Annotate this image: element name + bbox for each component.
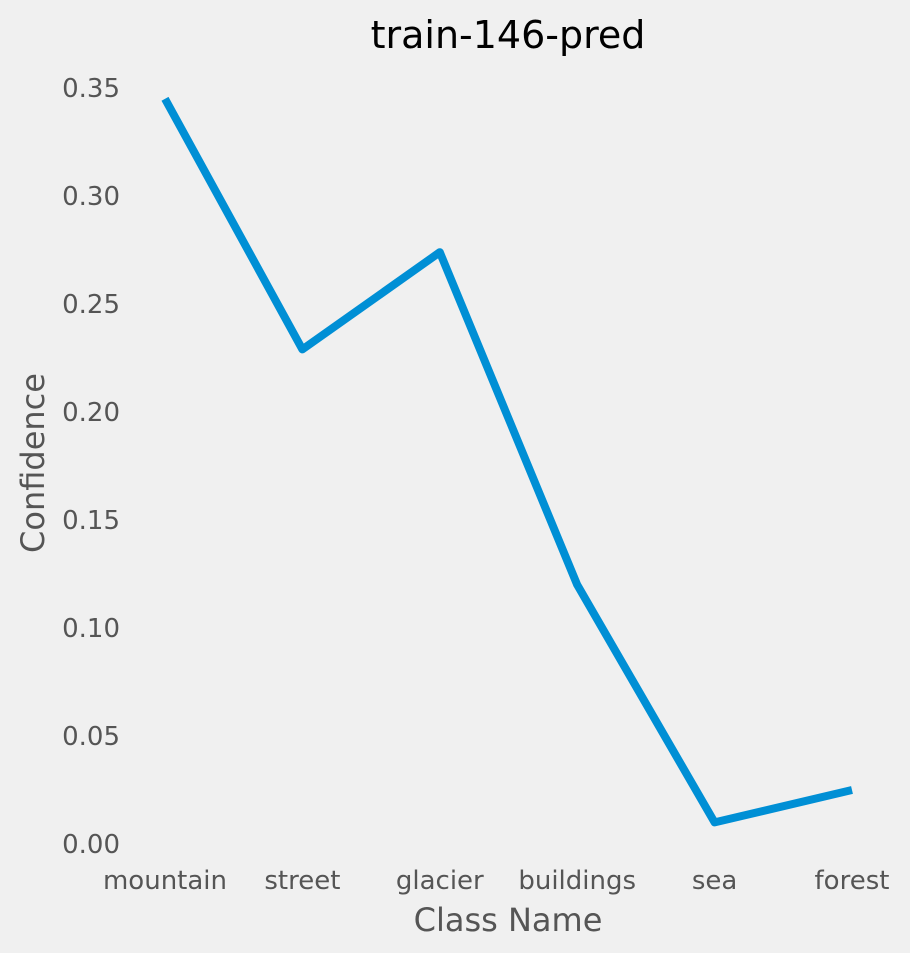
x-axis-label: Class Name <box>414 901 603 939</box>
y-tick-label: 0.00 <box>62 830 120 860</box>
y-tick-label: 0.30 <box>62 182 120 212</box>
x-tick-label: buildings <box>518 866 636 896</box>
y-tick-label: 0.20 <box>62 398 120 428</box>
x-axis-ticks: mountain street glacier buildings sea forest <box>103 866 889 896</box>
y-axis-ticks: 0.00 0.05 0.10 0.15 0.20 0.25 0.30 0.35 <box>62 74 120 860</box>
y-tick-label: 0.35 <box>62 74 120 104</box>
y-axis-label: Confidence <box>14 373 52 553</box>
x-tick-label: street <box>264 866 340 896</box>
x-tick-label: sea <box>692 866 737 896</box>
x-tick-label: glacier <box>396 866 484 896</box>
series-line-0 <box>161 96 853 827</box>
y-tick-label: 0.10 <box>62 614 120 644</box>
y-tick-label: 0.25 <box>62 290 120 320</box>
series-layer <box>161 96 853 827</box>
x-tick-label: forest <box>815 866 890 896</box>
chart-title: train-146-pred <box>371 13 646 57</box>
y-tick-label: 0.05 <box>62 722 120 752</box>
x-tick-label: mountain <box>103 866 227 896</box>
y-tick-label: 0.15 <box>62 506 120 536</box>
